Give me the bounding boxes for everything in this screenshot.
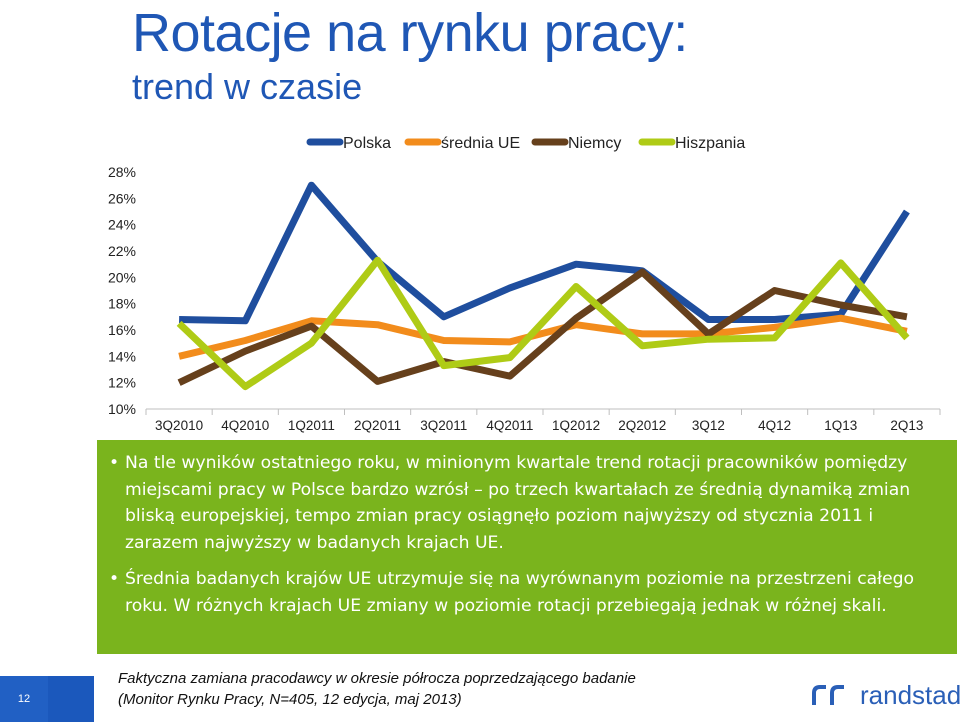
bullet-item: • Na tle wyników ostatniego roku, w mini… [109,450,933,556]
x-tick-label: 1Q13 [824,418,857,433]
logo-wordmark: randstad [860,679,960,710]
x-tick-label: 2Q2012 [618,418,666,433]
x-tick-label: 3Q2011 [420,418,467,433]
y-tick-label: 24% [108,217,136,233]
y-tick-label: 12% [108,375,136,391]
y-tick-label: 10% [108,401,136,417]
source-footnote: Faktyczna zamiana pracodawcy w okresie p… [118,668,636,710]
series-line [179,181,910,325]
legend-label: Hiszpania [675,135,745,152]
line-chart: 10% 12% 14% 16% 18% 20% 22% 24% 26% 28% 3Q2010 4Q20… [108,135,941,433]
page-title: Rotacje na rynku pracy: [132,3,688,63]
bullet-marker: • [109,453,120,473]
y-tick-label: 18% [108,296,136,312]
y-tick-label: 20% [108,269,136,285]
randstad-logo-icon [812,685,844,705]
bullet-marker: • [109,569,120,589]
x-tick-label: 2Q2011 [354,418,401,433]
legend-label: Polska [343,135,391,152]
page-subtitle: trend w czasie [132,66,363,107]
x-tick-label: 4Q12 [758,418,791,433]
legend-label: Niemcy [568,135,621,152]
x-tick-label: 4Q2011 [486,418,533,433]
x-tick-label: 3Q2010 [155,418,203,433]
summary-panel: • Na tle wyników ostatniego roku, w mini… [97,440,957,654]
bullet-text: Średnia badanych krajów UE utrzymuje się… [125,569,915,616]
x-tick-label: 2Q13 [890,418,923,433]
x-tick-label: 3Q12 [692,418,725,433]
footnote-line: (Monitor Rynku Pracy, N=405, 12 edycja, … [118,691,462,708]
bullet-item: • Średnia badanych krajów UE utrzymuje s… [109,566,933,619]
page-number: 12 [0,676,48,722]
y-tick-label: 22% [108,243,136,259]
y-tick-label: 16% [108,322,136,338]
y-tick-label: 28% [108,164,136,180]
series-line [177,268,908,386]
legend-label: średnia UE [441,135,520,152]
bullet-text: Na tle wyników ostatniego roku, w minion… [125,453,911,553]
randstad-logo: randstad [812,678,960,712]
footer-accent-block [48,676,94,722]
x-tick-label: 1Q2012 [552,418,600,433]
y-tick-label: 14% [108,348,136,364]
x-tick-label: 4Q2010 [221,418,269,433]
series-line [176,256,910,391]
x-tick-label: 1Q2011 [288,418,335,433]
y-tick-label: 26% [108,190,136,206]
footnote-line: Faktyczna zamiana pracodawcy w okresie p… [118,670,636,687]
